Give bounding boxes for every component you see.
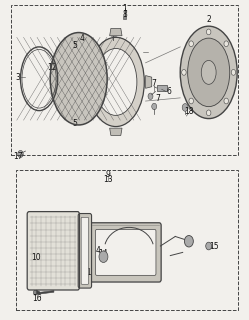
Text: 10: 10	[31, 253, 41, 262]
Circle shape	[189, 98, 193, 104]
Circle shape	[182, 69, 186, 75]
Bar	[79, 120, 85, 123]
Text: 7: 7	[156, 94, 161, 103]
Circle shape	[231, 69, 236, 75]
Text: 7: 7	[151, 79, 156, 88]
Bar	[53, 71, 59, 74]
Text: 9: 9	[106, 170, 111, 179]
Circle shape	[224, 41, 228, 47]
Ellipse shape	[87, 37, 144, 126]
Circle shape	[182, 104, 188, 111]
Text: 13: 13	[104, 175, 113, 184]
Ellipse shape	[50, 33, 107, 125]
Text: 15: 15	[209, 242, 218, 251]
Circle shape	[224, 98, 228, 104]
Bar	[11, 5, 238, 155]
Ellipse shape	[95, 49, 137, 116]
Ellipse shape	[180, 26, 237, 119]
Text: 4: 4	[96, 246, 101, 255]
Text: 16: 16	[33, 294, 42, 303]
Circle shape	[185, 236, 193, 247]
Text: 5: 5	[72, 118, 77, 128]
Text: 1: 1	[122, 4, 127, 13]
Text: 4: 4	[80, 35, 85, 44]
Polygon shape	[110, 28, 122, 36]
Circle shape	[206, 29, 211, 35]
Text: 18: 18	[185, 107, 194, 116]
Circle shape	[206, 242, 212, 250]
Text: 11: 11	[83, 268, 92, 277]
Circle shape	[99, 251, 108, 262]
Circle shape	[189, 41, 193, 47]
Circle shape	[152, 103, 157, 110]
Ellipse shape	[201, 60, 216, 84]
FancyBboxPatch shape	[27, 212, 79, 290]
Text: 3: 3	[15, 73, 20, 82]
Circle shape	[33, 290, 37, 295]
Polygon shape	[146, 76, 152, 88]
Text: 14: 14	[99, 250, 108, 259]
Bar	[157, 85, 167, 91]
Text: 17: 17	[13, 152, 22, 161]
Ellipse shape	[188, 38, 230, 107]
FancyBboxPatch shape	[90, 223, 161, 282]
Bar	[123, 16, 126, 19]
Circle shape	[206, 110, 211, 116]
Text: 6: 6	[167, 87, 172, 96]
Text: 8: 8	[122, 10, 127, 19]
Text: 12: 12	[47, 63, 56, 72]
Polygon shape	[37, 290, 54, 294]
Polygon shape	[110, 128, 122, 135]
Text: 2: 2	[206, 15, 211, 24]
FancyBboxPatch shape	[96, 229, 156, 275]
Text: 5: 5	[72, 41, 77, 51]
Circle shape	[18, 150, 23, 157]
FancyBboxPatch shape	[81, 217, 89, 284]
Circle shape	[148, 93, 153, 100]
FancyBboxPatch shape	[78, 213, 92, 288]
Bar	[15, 170, 238, 310]
